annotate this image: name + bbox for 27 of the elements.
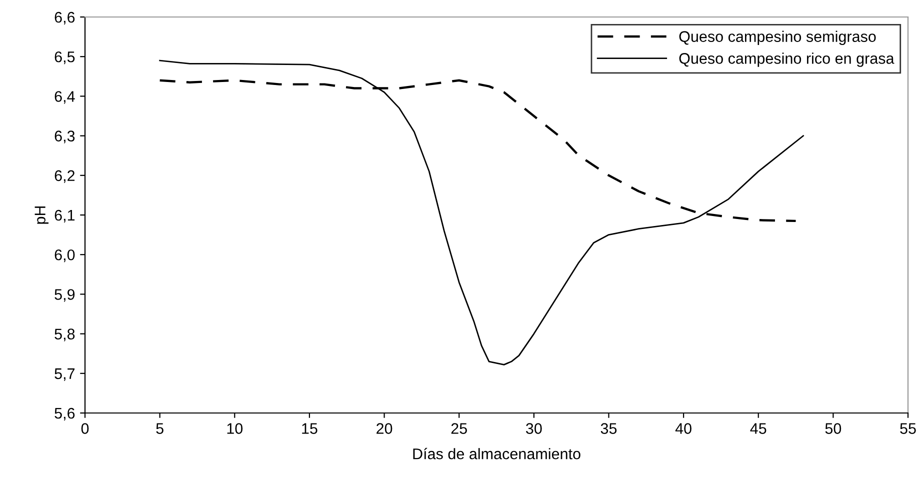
x-tick-label: 45 <box>750 423 766 434</box>
y-tick-label: 5,6 <box>54 408 75 420</box>
y-tick-label: 5,9 <box>54 289 75 302</box>
x-tick-label: 55 <box>900 423 916 434</box>
y-tick-label: 5,7 <box>54 368 75 381</box>
x-tick-label: 5 <box>156 423 164 434</box>
legend-label: Queso campesino semigraso <box>679 30 876 45</box>
x-tick-label: 50 <box>825 423 842 434</box>
x-tick-label: 35 <box>600 423 617 434</box>
y-axis-title: pH <box>34 206 48 224</box>
x-axis-title: Días de almacenamiento <box>413 448 580 460</box>
x-tick-label: 15 <box>302 423 318 434</box>
y-tick-label: 6,5 <box>54 51 75 64</box>
y-tick-label: 6,4 <box>54 91 75 104</box>
x-tick-label: 10 <box>227 423 243 434</box>
y-tick-label: 6,2 <box>54 170 75 183</box>
legend-label: Queso campesino rico en grasa <box>679 52 894 67</box>
y-tick-label: 6,1 <box>54 210 75 222</box>
x-tick-label: 40 <box>675 423 692 434</box>
x-tick-label: 30 <box>526 423 542 434</box>
x-tick-label: 20 <box>376 423 392 434</box>
x-tick-label: 25 <box>451 423 467 434</box>
y-tick-label: 5,8 <box>54 328 75 342</box>
y-tick-label: 6,6 <box>54 12 75 24</box>
y-tick-label: 6,0 <box>54 249 75 262</box>
x-tick-label: 0 <box>81 423 89 434</box>
y-tick-label: 6,3 <box>54 130 75 144</box>
